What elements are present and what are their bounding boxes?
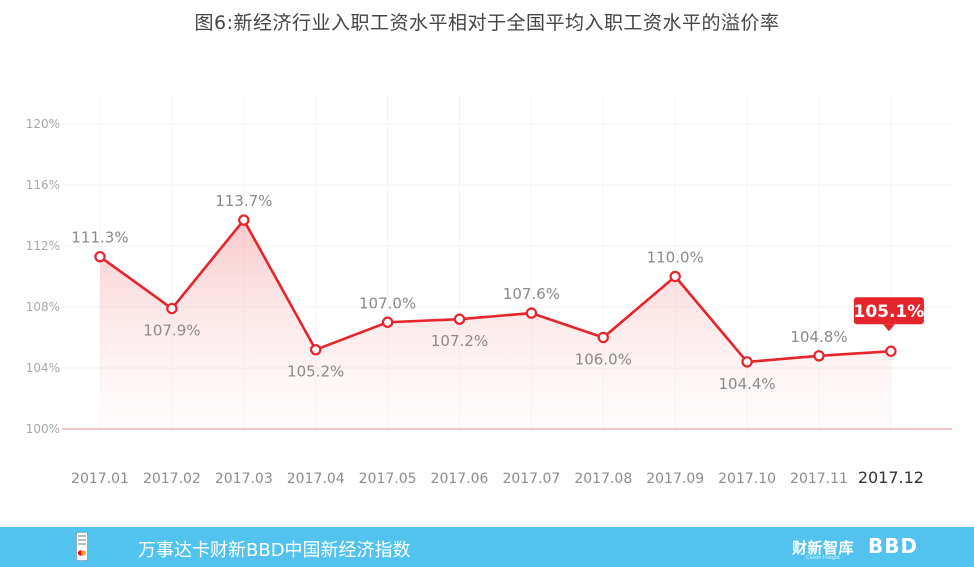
data-label-highlight: 105.1% <box>853 297 924 332</box>
data-point <box>885 345 897 357</box>
data-point <box>310 344 322 356</box>
x-tick-label: 2017.12 <box>858 468 924 487</box>
series-line-segment <box>601 275 677 339</box>
data-label: 107.9% <box>143 322 200 340</box>
x-tick-label: 2017.08 <box>574 471 632 487</box>
data-label: 107.2% <box>431 332 488 350</box>
series-line-segment <box>530 311 605 339</box>
x-tick-label: 2017.09 <box>646 471 704 487</box>
highlight-box <box>853 297 924 325</box>
data-label: 104.4% <box>718 375 775 393</box>
series-line-segment <box>745 354 821 364</box>
x-tick-label: 2017.05 <box>359 471 417 487</box>
data-label: 105.1% <box>853 302 924 322</box>
caixin-insight-logo: 财新智库 <box>792 539 855 557</box>
y-tick-label: 104% <box>26 361 60 375</box>
data-label: 107.6% <box>503 285 560 303</box>
highlight-pointer <box>882 324 895 332</box>
y-tick-label: 100% <box>26 422 60 436</box>
data-label: 110.0% <box>647 249 704 267</box>
series-line-segment <box>673 275 749 364</box>
data-point <box>238 214 250 226</box>
x-tick-label: 2017.03 <box>215 471 273 487</box>
x-tick-label: 2017.01 <box>71 471 129 487</box>
series-line-segment <box>314 320 389 352</box>
data-point <box>381 316 394 328</box>
series-line-segment <box>242 218 318 352</box>
series-line-segment <box>817 349 893 358</box>
data-point <box>669 270 681 283</box>
y-tick-label: 108% <box>26 300 60 314</box>
data-label: 105.2% <box>287 363 344 381</box>
y-tick-label: 112% <box>26 239 60 253</box>
series-line-segment <box>98 255 174 310</box>
series-line-segment <box>170 218 246 310</box>
footer-bar: 万事达卡财新BBD中国新经济指数 财新智库 Caixin Insight BBD <box>0 527 974 567</box>
data-label: 106.0% <box>575 351 632 369</box>
data-label: 113.7% <box>215 192 272 210</box>
series-line-segment <box>386 317 461 324</box>
x-tick-label: 2017.11 <box>790 471 848 487</box>
data-label: 104.8% <box>790 328 847 346</box>
y-tick-label: 120% <box>26 117 60 131</box>
data-point <box>525 307 538 319</box>
mastercard-card-icon <box>76 532 88 561</box>
data-point <box>453 313 466 325</box>
chart-plot: 111.3% 107.9% 113.7% 105.2% 107.0% 107.2% 107.… <box>26 95 952 487</box>
data-point <box>741 356 753 368</box>
data-point <box>94 250 106 263</box>
x-tick-label: 2017.10 <box>718 471 776 487</box>
data-point <box>597 331 610 344</box>
chart-title: 图6:新经济行业入职工资水平相对于全国平均入职工资水平的溢价率 <box>194 12 780 34</box>
series-line-segment <box>458 311 533 321</box>
x-tick-label: 2017.06 <box>431 471 489 487</box>
bbd-logo: BBD <box>868 534 919 558</box>
series-area <box>100 220 891 429</box>
x-tick-label: 2017.04 <box>287 471 345 487</box>
caixin-insight-logo-sub: Caixin Insight <box>806 555 840 561</box>
footer-title: 万事达卡财新BBD中国新经济指数 <box>138 540 411 561</box>
x-tick-label: 2017.02 <box>143 471 201 487</box>
y-tick-label: 116% <box>26 178 60 192</box>
data-point <box>813 350 825 362</box>
data-point <box>166 302 178 315</box>
x-tick-label: 2017.07 <box>502 471 560 487</box>
data-label: 111.3% <box>71 229 128 247</box>
data-label: 107.0% <box>359 294 416 312</box>
